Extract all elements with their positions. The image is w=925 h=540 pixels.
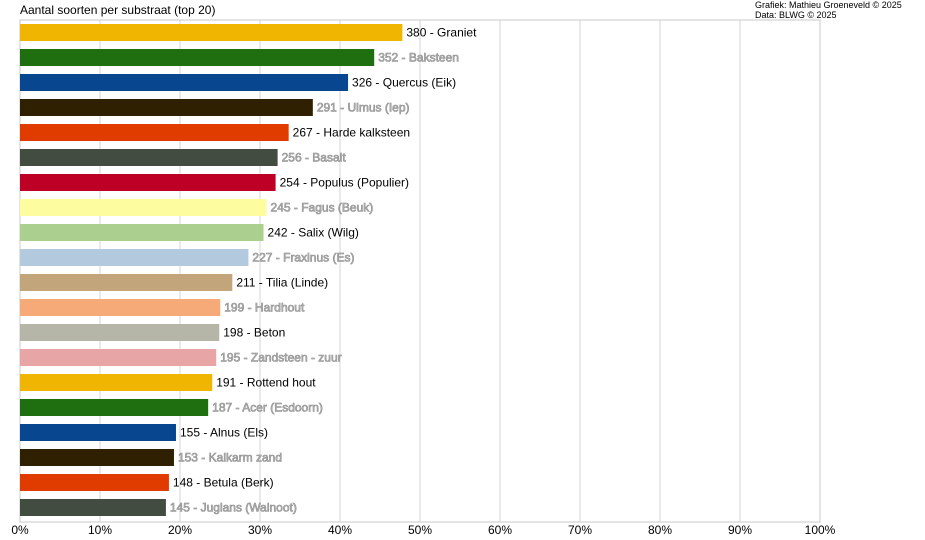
- bar-label: 242 - Salix (Wilg): [268, 226, 359, 240]
- x-tick-label: 40%: [328, 523, 352, 537]
- chart-credits: Grafiek: Mathieu Groeneveld © 2025 Data:…: [755, 0, 902, 20]
- bar-label: 256 - Basalt: [282, 151, 347, 165]
- grid-lines: [99, 20, 741, 522]
- bar: [20, 499, 166, 516]
- bar: [20, 449, 174, 466]
- x-tick-label: 10%: [88, 523, 112, 537]
- bar-label: 155 - Alnus (Els): [180, 426, 268, 440]
- bar: [20, 174, 276, 191]
- bar-label: 380 - Graniet: [406, 26, 477, 40]
- bar: [20, 199, 267, 216]
- bar-label: 227 - Fraxinus (Es): [252, 251, 354, 265]
- x-tick-label: 80%: [648, 523, 672, 537]
- bar-label: 254 - Populus (Populier): [280, 176, 409, 190]
- bar-label: 352 - Baksteen: [378, 51, 459, 65]
- bar: [20, 274, 233, 291]
- bar-labels: 380 - Graniet 352 - Baksteen 326 - Quercus…: [170, 26, 477, 515]
- bar: [20, 424, 176, 441]
- credit-graph: Grafiek: Mathieu Groeneveld © 2025: [755, 0, 902, 10]
- bar-label: 191 - Rottend hout: [216, 376, 316, 390]
- plot-frame: [19, 19, 821, 523]
- bar-label: 148 - Betula (Berk): [173, 476, 274, 490]
- bar-label: 195 - Zandsteen - zuur: [220, 351, 341, 365]
- bar-label: 326 - Quercus (Eik): [352, 76, 456, 90]
- bar: [20, 249, 249, 266]
- bar-label: 267 - Harde kalksteen: [293, 126, 410, 140]
- bar: [20, 349, 217, 366]
- bar: [20, 374, 213, 391]
- x-tick-label: 90%: [728, 523, 752, 537]
- credit-data: Data: BLWG © 2025: [755, 10, 837, 20]
- x-tick-label: 30%: [248, 523, 272, 537]
- bar: [20, 324, 220, 341]
- bar: [20, 24, 403, 41]
- x-tick-label: 60%: [488, 523, 512, 537]
- bar: [20, 399, 209, 416]
- x-tick-label: 20%: [168, 523, 192, 537]
- bar-label: 153 - Kalkarm zand: [178, 451, 282, 465]
- bar-label: 145 - Juglans (Walnoot): [170, 501, 297, 515]
- chart-title: Aantal soorten per substraat (top 20): [20, 3, 216, 17]
- bar: [20, 99, 313, 116]
- bar: [20, 299, 221, 316]
- x-tick-label: 70%: [568, 523, 592, 537]
- bar-label: 187 - Acer (Esdoorn): [212, 401, 323, 415]
- bar-label: 245 - Fagus (Beuk): [271, 201, 374, 215]
- x-tick-label: 50%: [408, 523, 432, 537]
- x-axis-ticks: 0% 10% 20% 30% 40% 50% 60% 70% 80% 90% 100%: [11, 523, 835, 537]
- bar: [20, 124, 289, 141]
- bar: [20, 74, 349, 91]
- x-tick-label: 0%: [11, 523, 29, 537]
- bar-label: 199 - Hardhout: [224, 301, 305, 315]
- bar: [20, 224, 264, 241]
- bar: [20, 49, 375, 66]
- bars: [20, 24, 403, 516]
- bar: [20, 474, 169, 491]
- bar: [20, 149, 278, 166]
- bar-label: 211 - Tilia (Linde): [236, 276, 328, 290]
- bar-label: 291 - Ulmus (Iep): [317, 101, 410, 115]
- x-tick-label: 100%: [805, 523, 836, 537]
- bar-label: 198 - Beton: [223, 326, 285, 340]
